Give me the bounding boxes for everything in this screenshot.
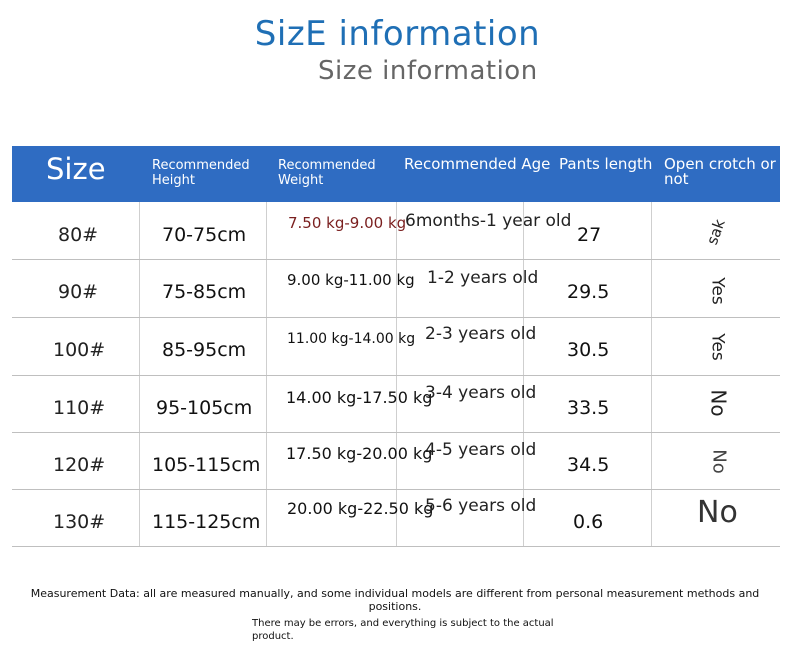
page-subtitle: Size information [318,56,538,86]
cell-open-text: No [708,449,730,474]
column-divider [396,202,397,546]
header-weight: Recommended Weight [278,158,376,188]
header-size: Size [46,152,106,186]
header-pants: Pants length [559,155,653,173]
cell-age: 4-5 years old [425,440,537,460]
cell-open-text: Yes [707,333,728,361]
table-row: 110# 95-105cm 14.00 kg-17.50 kg 3-4 year… [12,375,780,433]
cell-height: 75-85cm [162,281,247,303]
header-height-line1: Recommended [152,158,250,173]
cell-open: No [707,449,731,474]
cell-pants: 27 [577,224,602,246]
header-weight-line1: Recommended [278,158,376,173]
cell-pants: 34.5 [567,454,610,476]
cell-age: 2-3 years old [425,324,537,344]
header-age: Recommended Age [404,155,551,173]
page-title: SizE information [254,14,541,54]
cell-height: 70-75cm [162,224,247,246]
cell-weight: 9.00 kg-11.00 kg [287,271,415,289]
table-row: 130# 115-125cm 20.00 kg-22.50 kg 5-6 yea… [12,489,780,547]
table-header: Size Recommended Height Recommended Weig… [12,146,780,202]
header-weight-line2: Weight [278,173,324,188]
cell-open-text: No [706,389,731,417]
cell-open: sak [703,217,729,247]
cell-weight: 17.50 kg-20.00 kg [286,444,433,463]
cell-open: No [697,495,738,530]
cell-height: 85-95cm [162,339,247,361]
table-row: 120# 105-115cm 17.50 kg-20.00 kg 4-5 yea… [12,432,780,490]
cell-height: 115-125cm [152,511,261,533]
cell-size: 110# [53,397,106,419]
cell-age: 3-4 years old [425,383,537,403]
cell-weight: 14.00 kg-17.50 kg [286,388,433,407]
cell-size: 100# [53,339,106,361]
cell-pants: 29.5 [567,281,610,303]
column-divider [139,202,140,546]
cell-open: Yes [704,277,731,305]
cell-size: 80# [58,224,99,246]
table-row: 90# 75-85cm 9.00 kg-11.00 kg 1-2 years o… [12,260,780,318]
header-open-line2: not [664,170,689,188]
cell-weight: 7.50 kg-9.00 kg [288,214,407,232]
cell-age: 5-6 years old [425,496,537,516]
cell-size: 90# [58,281,99,303]
cell-height: 95-105cm [156,397,253,419]
table-row: 80# 70-75cm 7.50 kg-9.00 kg 6months-1 ye… [12,202,780,260]
footer-note: Measurement Data: all are measured manua… [30,587,760,613]
cell-height: 105-115cm [152,454,261,476]
cell-open-text: sak [702,216,729,248]
column-divider [266,202,267,546]
cell-age: 6months-1 year old [405,211,572,231]
cell-pants: 33.5 [567,397,610,419]
cell-open-text: Yes [707,277,728,305]
cell-age: 1-2 years old [427,268,539,288]
cell-weight: 11.00 kg-14.00 kg [287,331,416,347]
column-divider [523,202,524,546]
cell-weight: 20.00 kg-22.50 kg [287,499,434,518]
column-divider [651,202,652,546]
cell-pants: 30.5 [567,339,610,361]
header-open-line1: Open crotch or [664,155,776,173]
footer-disclaimer: There may be errors, and everything is s… [252,618,554,642]
cell-pants: 0.6 [573,511,604,533]
cell-size: 120# [53,454,106,476]
cell-open: Yes [704,333,731,361]
table-row: 100# 85-95cm 11.00 kg-14.00 kg 2-3 years… [12,318,780,376]
header-height: Recommended Height [152,158,250,188]
cell-size: 130# [53,511,106,533]
header-height-line2: Height [152,173,195,188]
cell-open: No [705,389,732,417]
header-open-crotch: Open crotch or not [664,157,784,187]
